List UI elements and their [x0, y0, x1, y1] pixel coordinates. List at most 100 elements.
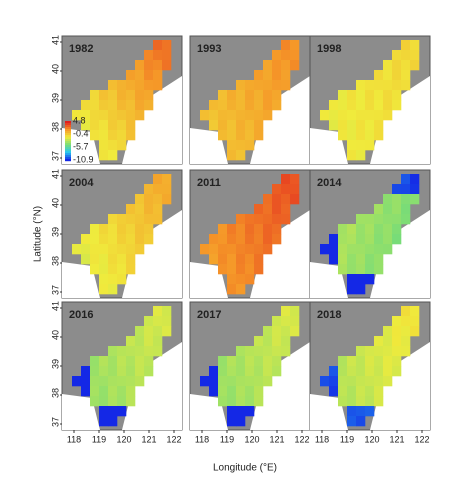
colorbar-step — [65, 129, 71, 132]
grid-cell — [410, 40, 420, 51]
grid-cell — [365, 366, 375, 377]
colorbar-step — [65, 155, 71, 158]
x-tick-label: 119 — [340, 434, 354, 444]
grid-cell — [392, 234, 402, 245]
grid-cell — [365, 224, 375, 235]
grid-cell — [365, 90, 375, 101]
grid-cell — [281, 204, 291, 215]
grid-cell — [99, 244, 109, 255]
grid-cell — [90, 356, 100, 367]
grid-cell — [236, 416, 246, 427]
grid-cell — [144, 214, 154, 225]
grid-cell — [374, 376, 384, 387]
grid-cell — [374, 224, 384, 235]
grid-cell — [227, 120, 237, 131]
grid-cell — [272, 80, 282, 91]
grid-cell — [401, 40, 411, 51]
grid-cell — [356, 416, 366, 427]
grid-cell — [290, 316, 300, 327]
grid-cell — [117, 396, 127, 407]
grid-cell — [392, 366, 402, 377]
grid-cell — [263, 70, 273, 81]
grid-cell — [144, 50, 154, 61]
colorbar-step — [65, 141, 71, 144]
grid-cell — [392, 336, 402, 347]
grid-cell — [135, 194, 145, 205]
grid-cell — [144, 100, 154, 111]
grid-cell — [90, 90, 100, 101]
grid-cell — [320, 110, 330, 121]
grid-cell — [135, 224, 145, 235]
grid-cell — [153, 50, 163, 61]
grid-cell — [227, 406, 237, 417]
grid-cell — [218, 224, 228, 235]
grid-cell — [329, 366, 339, 377]
grid-cell — [218, 264, 228, 275]
grid-cell — [290, 326, 300, 337]
grid-cell — [263, 366, 273, 377]
grid-cell — [72, 110, 82, 121]
grid-cell — [153, 174, 163, 185]
grid-cell — [209, 386, 219, 397]
grid-cell — [383, 244, 393, 255]
grid-cell — [401, 306, 411, 317]
grid-cell — [347, 130, 357, 141]
grid-cell — [117, 366, 127, 377]
grid-cell — [347, 416, 357, 427]
grid-cell — [392, 60, 402, 71]
grid-cell — [108, 274, 118, 285]
grid-cell — [108, 244, 118, 255]
grid-cell — [144, 326, 154, 337]
grid-cell — [126, 336, 136, 347]
grid-cell — [245, 366, 255, 377]
colorbar-step — [65, 139, 71, 142]
grid-cell — [281, 50, 291, 61]
x-tick-label: 120 — [116, 434, 131, 444]
grid-cell — [153, 204, 163, 215]
open-sea — [250, 76, 310, 164]
grid-cell — [356, 356, 366, 367]
grid-cell — [356, 110, 366, 121]
grid-cell — [281, 346, 291, 357]
grid-cell — [383, 60, 393, 71]
x-tick-label: 121 — [389, 434, 404, 444]
y-tick-label: 41 — [50, 35, 60, 45]
grid-cell — [401, 326, 411, 337]
grid-cell — [245, 214, 255, 225]
grid-cell — [236, 140, 246, 151]
grid-cell — [90, 234, 100, 245]
grid-cell — [347, 110, 357, 121]
grid-cell — [135, 326, 145, 337]
grid-cell — [236, 366, 246, 377]
grid-cell — [227, 244, 237, 255]
colorbar-step — [65, 131, 71, 134]
grid-cell — [383, 204, 393, 215]
grid-cell — [410, 306, 420, 317]
grid-cell — [117, 90, 127, 101]
grid-cell — [374, 80, 384, 91]
grid-cell — [99, 366, 109, 377]
grid-cell — [90, 386, 100, 397]
grid-cell — [401, 174, 411, 185]
grid-cell — [218, 120, 228, 131]
grid-cell — [218, 234, 228, 245]
grid-cell — [144, 356, 154, 367]
x-tick-label: 121 — [269, 434, 284, 444]
grid-cell — [99, 274, 109, 285]
grid-cell — [81, 376, 91, 387]
grid-cell — [245, 90, 255, 101]
grid-cell — [383, 326, 393, 337]
grid-cell — [227, 284, 237, 295]
grid-cell — [126, 396, 136, 407]
grid-cell — [410, 60, 420, 71]
grid-cell — [218, 396, 228, 407]
grid-cell — [263, 100, 273, 111]
map-panel: 1998 — [309, 35, 431, 165]
grid-cell — [356, 386, 366, 397]
open-sea — [370, 210, 430, 298]
grid-cell — [374, 356, 384, 367]
grid-cell — [290, 184, 300, 195]
grid-cell — [227, 150, 237, 161]
grid-cell — [338, 90, 348, 101]
grid-cell — [218, 386, 228, 397]
